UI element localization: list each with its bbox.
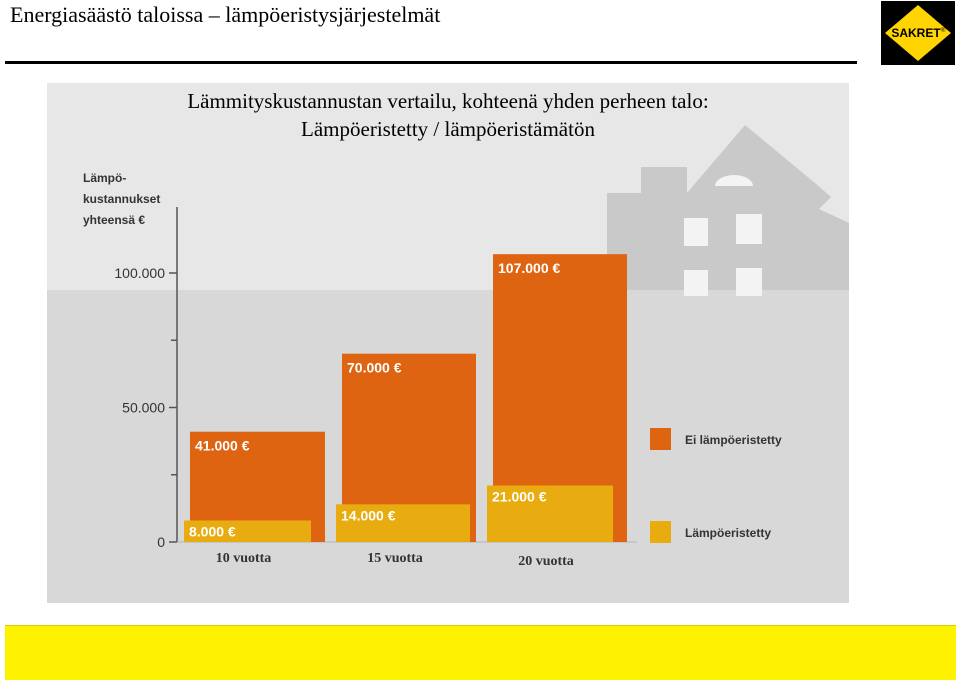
y-axis-tick-label: 50.000 — [122, 400, 165, 416]
legend-swatch — [650, 428, 671, 450]
bar-lampoeristetty — [487, 485, 613, 542]
legend-label: Lämpöeristetty — [685, 526, 771, 540]
x-axis-category-label: 15 vuotta — [367, 551, 423, 566]
cost-comparison-chart: 0 50.000 100.000 Lämpö-kustannukset yhteensä… — [83, 125, 849, 569]
bar-lampoeristetty — [336, 504, 470, 542]
bar-value-label: 41.000 € — [195, 438, 250, 454]
bar-value-label: 21.000 € — [492, 489, 547, 505]
bar-lampoeristetty — [184, 520, 311, 542]
chart-panel: 0 50.000 100.000 Lämpö-kustannukset yhteensä… — [47, 83, 849, 603]
x-axis-category-label: 20 vuotta — [518, 554, 574, 569]
chart-title-line-2: Lämpöeristetty / lämpöeristämätön — [301, 117, 595, 141]
legend-label: Ei lämpöeristetty — [685, 433, 782, 447]
bar-value-label: 14.000 € — [341, 507, 396, 523]
bar-value-label: 8.000 € — [189, 523, 236, 539]
y-axis-label-line: Lämpö- — [83, 171, 126, 185]
title-divider — [5, 61, 857, 64]
x-axis-category-label: 10 vuotta — [216, 551, 272, 566]
slide-title: Energiasäästö taloissa – lämpöeristysjär… — [10, 2, 441, 27]
logo-registered-mark: ® — [941, 27, 946, 34]
footer-band — [5, 625, 956, 680]
logo-diamond — [885, 5, 951, 61]
logo-text: SAKRET — [891, 26, 941, 40]
y-axis-label-line: kustannukset — [83, 192, 160, 206]
y-axis-label-line: yhteensä € — [83, 213, 145, 227]
bar-value-label: 107.000 € — [498, 260, 560, 276]
y-axis-tick-label: 100.000 — [114, 265, 165, 281]
y-axis-tick-label: 0 — [157, 534, 165, 550]
sakret-logo: SAKRET ® — [881, 1, 955, 65]
bar-value-label: 70.000 € — [347, 360, 402, 376]
house-illustration — [607, 125, 849, 296]
chart-title-line-1: Lämmityskustannustan vertailu, kohteenä … — [187, 89, 709, 113]
legend-swatch — [650, 521, 671, 543]
